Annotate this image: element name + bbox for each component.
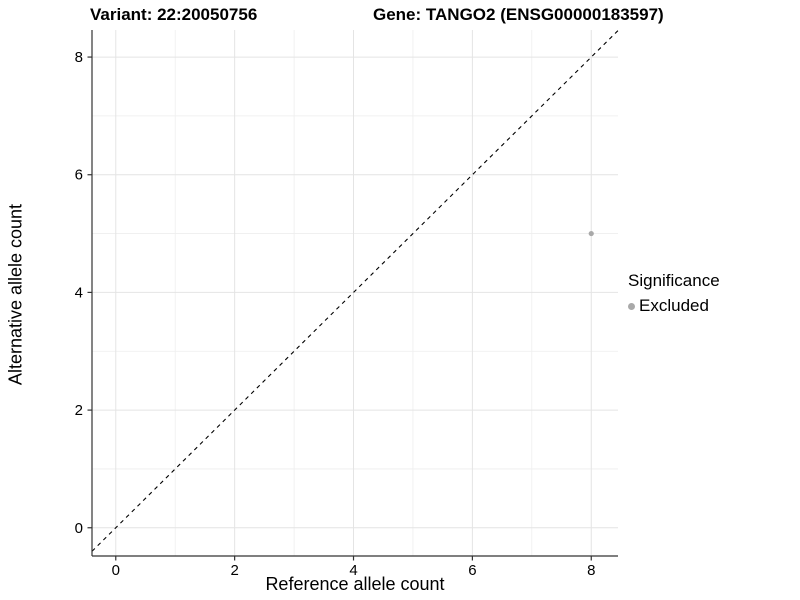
gene-title: Gene: TANGO2 (ENSG00000183597)	[373, 5, 664, 24]
x-tick-label: 6	[468, 562, 476, 579]
x-tick-label: 2	[230, 562, 238, 579]
data-point	[588, 230, 594, 237]
identity-line	[91, 30, 619, 552]
excluded-point-icon	[628, 302, 635, 310]
y-axis-title: Alternative allele count	[5, 203, 26, 386]
y-tick-label: 6	[75, 167, 83, 184]
y-tick-label: 4	[75, 284, 83, 301]
x-axis-title: Reference allele count	[265, 574, 445, 594]
legend: Significance Excluded	[628, 271, 720, 316]
y-tick-label: 0	[75, 520, 83, 537]
variant-title: Variant: 22:20050756	[90, 5, 258, 24]
legend-title: Significance	[628, 271, 720, 290]
x-tick-label: 4	[349, 562, 357, 579]
y-tick-label: 2	[75, 402, 83, 419]
y-tick-label: 8	[75, 49, 83, 66]
legend-item-label: Excluded	[639, 296, 709, 315]
x-tick-label: 0	[112, 562, 120, 579]
legend-item-excluded: Excluded	[628, 296, 720, 316]
x-tick-label: 8	[587, 562, 595, 579]
